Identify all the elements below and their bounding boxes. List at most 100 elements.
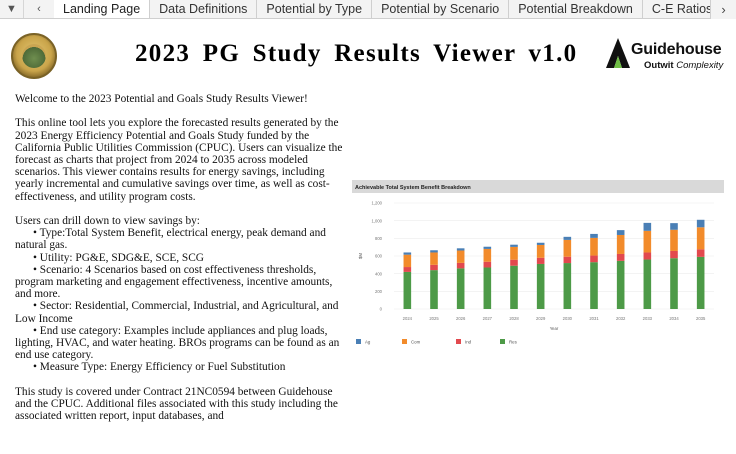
bar-segment-ag <box>590 233 598 238</box>
bar-segment-com <box>643 230 652 253</box>
tab-next-button[interactable]: › <box>710 0 736 19</box>
chevron-right-icon: › <box>721 2 726 17</box>
chart-title: Achievable Total System Benefit Breakdow… <box>355 185 471 191</box>
tab-list-dropdown[interactable]: ▼ <box>0 0 24 18</box>
bar-segment-com <box>590 237 598 256</box>
bar-segment-ind <box>590 255 598 263</box>
bar-segment-ind <box>403 267 412 272</box>
bullet-sector: • Sector: Residential, Commercial, Indus… <box>15 300 339 325</box>
bar-segment-res <box>563 263 572 309</box>
x-tick-label: 2027 <box>483 316 493 321</box>
tab-ce-ratios[interactable]: C-E Ratios by <box>642 0 727 18</box>
tab-potential-breakdown[interactable]: Potential Breakdown <box>509 0 643 18</box>
description-paragraph: This online tool lets you explore the fo… <box>15 117 343 203</box>
drill-down-heading: Users can drill down to view savings by: <box>15 215 200 227</box>
bar-segment-ind <box>643 252 652 260</box>
tab-bar: ▼ ‹ Landing Page Data Definitions Potent… <box>0 0 736 19</box>
y-tick-label: 0 <box>380 307 383 312</box>
bar-segment-res <box>483 267 492 309</box>
bar-segment-com <box>456 250 465 263</box>
tab-potential-by-scenario[interactable]: Potential by Scenario <box>372 0 510 18</box>
tsb-breakdown-chart: Achievable Total System Benefit Breakdow… <box>352 180 724 345</box>
bar-segment-ag <box>616 230 625 235</box>
bar-segment-res <box>616 260 625 309</box>
bar-segment-com <box>536 244 545 258</box>
bar-segment-ag <box>456 248 465 251</box>
bar-segment-ind <box>430 264 438 271</box>
bar-segment-com <box>616 234 625 254</box>
bar-segment-ind <box>456 262 465 269</box>
bar-segment-ind <box>616 253 625 261</box>
bar-segment-ind <box>563 256 572 264</box>
x-tick-label: 2033 <box>643 316 653 321</box>
y-axis-label: $M <box>358 253 363 259</box>
legend-label-ag: Ag <box>365 340 371 345</box>
bar-segment-com <box>696 227 705 250</box>
chart-title-bar <box>352 180 724 193</box>
california-seal-logo <box>11 33 57 79</box>
x-tick-label: 2029 <box>536 316 546 321</box>
legend-label-res: Res <box>509 340 518 345</box>
bullet-scenario: • Scenario: 4 Scenarios based on cost ef… <box>15 263 333 301</box>
x-tick-label: 2032 <box>616 316 626 321</box>
bar-segment-com <box>510 246 518 260</box>
x-tick-label: 2028 <box>509 316 519 321</box>
bar-segment-res <box>536 263 545 309</box>
bar-segment-ag <box>483 246 492 249</box>
y-tick-label: 800 <box>375 236 383 241</box>
tab-landing-page[interactable]: Landing Page <box>54 0 151 18</box>
y-tick-label: 1,200 <box>372 201 383 206</box>
bar-segment-res <box>430 270 438 309</box>
tab-data-definitions[interactable]: Data Definitions <box>150 0 258 18</box>
bar-segment-ag <box>670 223 678 230</box>
drill-down-section: Users can drill down to view savings by:… <box>15 215 345 374</box>
y-tick-label: 1,000 <box>372 218 383 223</box>
guidehouse-logo: Guidehouse Outwit Complexity <box>606 38 726 74</box>
bar-segment-com <box>430 252 438 265</box>
legend-swatch-res <box>500 339 505 344</box>
contract-paragraph: This study is covered under Contract 21N… <box>15 385 338 423</box>
x-tick-label: 2030 <box>563 316 573 321</box>
bar-segment-ind <box>536 257 545 264</box>
bar-segment-ag <box>643 222 652 231</box>
logo-tag-italic: Complexity <box>676 60 724 71</box>
x-tick-label: 2031 <box>589 316 599 321</box>
bar-segment-res <box>670 258 678 309</box>
x-tick-label: 2035 <box>696 316 706 321</box>
bar-segment-ind <box>510 259 518 266</box>
bar-segment-ag <box>696 219 705 228</box>
y-tick-label: 200 <box>375 289 383 294</box>
bar-segment-res <box>590 262 598 309</box>
x-tick-label: 2025 <box>429 316 439 321</box>
chevron-left-icon: ‹ <box>37 3 41 15</box>
bar-segment-ag <box>563 236 572 240</box>
tab-potential-by-type[interactable]: Potential by Type <box>257 0 373 18</box>
y-tick-label: 400 <box>375 271 383 276</box>
bar-segment-com <box>403 254 412 268</box>
x-tick-label: 2024 <box>403 316 413 321</box>
legend-label-ind: Ind <box>465 340 472 345</box>
bar-segment-ag <box>510 244 518 247</box>
welcome-paragraph: Welcome to the 2023 Potential and Goals … <box>15 93 308 105</box>
bullet-type: • Type:Total System Benefit, electrical … <box>15 227 326 252</box>
bar-segment-ag <box>536 242 545 245</box>
x-tick-label: 2034 <box>669 316 679 321</box>
bar-segment-com <box>670 229 678 251</box>
bar-segment-res <box>403 271 412 309</box>
bar-segment-res <box>696 256 705 309</box>
legend-swatch-com <box>402 339 407 344</box>
bullet-end-use: • End use category: Examples include app… <box>15 324 340 362</box>
bar-segment-ind <box>483 261 492 268</box>
bar-segment-ind <box>696 249 705 257</box>
x-tick-label: 2026 <box>456 316 466 321</box>
logo-tagline: Outwit Complexity <box>644 60 723 71</box>
legend-label-com: Com <box>411 340 421 345</box>
chevron-down-icon: ▼ <box>6 3 17 15</box>
guidehouse-logo-mark-icon <box>606 38 630 68</box>
bar-segment-ag <box>403 252 412 255</box>
bar-segment-com <box>563 239 572 257</box>
logo-tag-bold: Outwit <box>644 60 674 71</box>
tab-prev-button[interactable]: ‹ <box>24 0 54 18</box>
bullet-measure-type: • Measure Type: Energy Efficiency or Fue… <box>33 361 286 374</box>
bullet-utility: • Utility: PG&E, SDG&E, SCE, SCG <box>33 251 205 264</box>
